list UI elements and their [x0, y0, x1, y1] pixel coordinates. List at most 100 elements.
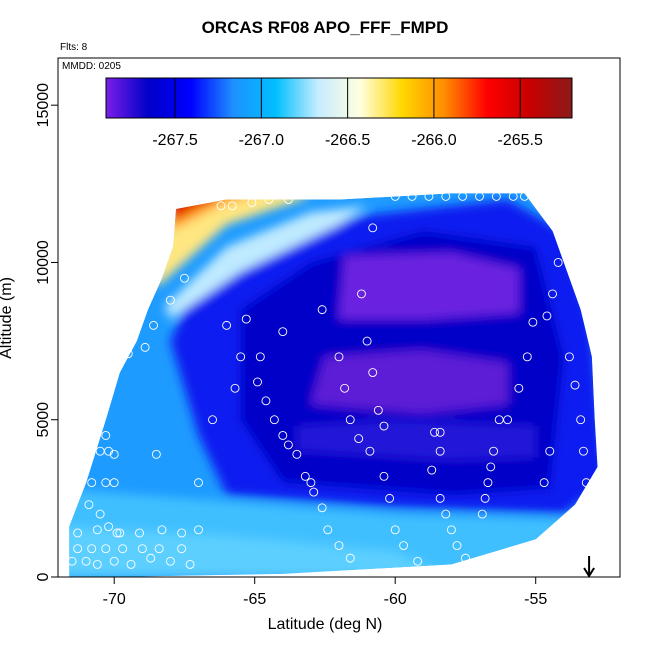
- sample-point: [452, 541, 462, 550]
- chart-title: ORCAS RF08 APO_FFF_FMPD: [201, 18, 449, 37]
- sample-point: [317, 305, 327, 315]
- flights-label: Flts: 8: [60, 42, 88, 53]
- colorbar-tick-label: -265.5: [498, 132, 543, 149]
- sample-points: [67, 191, 602, 569]
- sample-point: [390, 191, 400, 201]
- sample-point: [92, 525, 102, 535]
- plot-frame: [57, 57, 621, 578]
- sample-point: [194, 525, 203, 535]
- sample-point: [101, 544, 111, 554]
- sample-point: [87, 544, 97, 554]
- sample-point: [435, 493, 445, 503]
- sample-point: [373, 405, 383, 415]
- sample-point: [581, 478, 591, 488]
- heatmap-cells: [69, 193, 598, 577]
- sample-point: [379, 421, 389, 431]
- sample-point: [446, 525, 456, 535]
- sample-point: [109, 336, 119, 346]
- sample-point: [261, 396, 271, 406]
- sample-point: [399, 541, 409, 550]
- sample-point: [109, 449, 119, 459]
- sample-point: [309, 487, 319, 497]
- sample-point: [109, 478, 119, 488]
- sample-point: [177, 528, 187, 538]
- sample-point: [236, 352, 246, 362]
- sample-point: [126, 559, 136, 569]
- sample-point: [109, 556, 119, 566]
- sample-point: [483, 478, 493, 488]
- sample-point: [486, 462, 496, 472]
- sample-point: [345, 415, 355, 425]
- sample-point: [340, 383, 350, 393]
- sample-point: [253, 377, 262, 387]
- sample-point: [123, 349, 133, 359]
- heatmap-field: [69, 193, 598, 577]
- x-tick-label: -65: [243, 591, 266, 608]
- sample-point: [194, 478, 203, 488]
- heat-purple-lower: [310, 350, 508, 414]
- sample-point: [95, 509, 105, 519]
- sample-point: [542, 311, 552, 321]
- sample-point: [73, 544, 83, 554]
- sample-point: [283, 440, 293, 450]
- sample-point: [179, 273, 189, 283]
- sample-point: [67, 556, 77, 566]
- sample-point: [458, 191, 468, 201]
- sample-point: [461, 553, 470, 563]
- colorbar-gradient: [105, 77, 573, 119]
- sample-point: [84, 500, 94, 510]
- sample-point: [508, 191, 518, 201]
- sample-point: [390, 525, 400, 535]
- north-arrow-icon: [583, 556, 595, 578]
- sample-point: [146, 553, 156, 563]
- sample-point: [278, 327, 288, 337]
- sample-point: [255, 352, 265, 362]
- y-axis-label-text: Altitude (m): [0, 277, 15, 359]
- y-tick-label: 5000: [35, 402, 52, 438]
- sample-point: [357, 289, 366, 299]
- sample-point: [491, 191, 501, 201]
- sample-point: [227, 201, 237, 211]
- sample-point: [317, 503, 327, 513]
- sample-point: [283, 195, 293, 204]
- sample-point: [559, 232, 569, 242]
- sample-point: [553, 258, 563, 267]
- sample-point: [475, 191, 484, 201]
- sample-point: [368, 368, 378, 377]
- colorbar: -267.5 -267.0 -266.5 -266.0 -265.5: [105, 77, 573, 149]
- sample-point: [477, 509, 487, 519]
- sample-point: [570, 380, 580, 390]
- x-tick-label: -70: [103, 591, 126, 608]
- north-arrow-head: [583, 567, 595, 578]
- sample-point: [165, 295, 175, 305]
- sample-point: [407, 191, 417, 201]
- heat-plume-pale: [164, 205, 368, 320]
- sample-point: [368, 223, 378, 233]
- sample-point: [118, 544, 128, 554]
- sample-point: [230, 383, 240, 393]
- sample-point: [441, 509, 451, 519]
- sample-point: [104, 522, 114, 532]
- sample-point: [247, 198, 257, 208]
- x-axis-label: Latitude (deg N): [267, 616, 383, 633]
- sample-point: [334, 352, 344, 362]
- sample-point: [354, 434, 364, 444]
- sample-point: [306, 478, 316, 488]
- sample-point: [140, 342, 150, 352]
- sample-point: [73, 528, 83, 538]
- sample-point: [441, 191, 451, 201]
- sample-point: [115, 528, 125, 538]
- sample-point: [112, 528, 122, 538]
- sample-point: [135, 528, 144, 538]
- sample-point: [208, 415, 218, 425]
- sample-point: [222, 320, 232, 330]
- sample-point: [365, 446, 375, 456]
- sample-point: [154, 544, 164, 554]
- sample-point: [95, 415, 105, 425]
- sample-point: [278, 431, 288, 440]
- sample-point: [545, 446, 555, 456]
- sample-point: [385, 493, 395, 503]
- sample-point: [151, 449, 161, 459]
- sample-point: [489, 446, 498, 456]
